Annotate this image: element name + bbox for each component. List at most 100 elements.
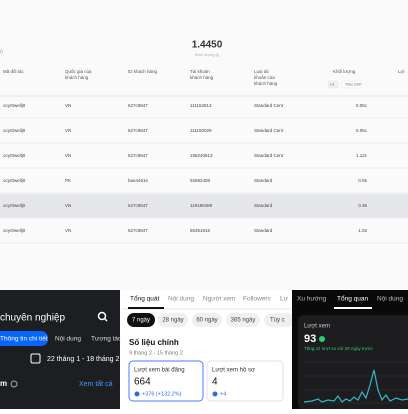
column-header: Khối lượng xyxy=(333,69,356,74)
tab-active[interactable] xyxy=(0,331,48,346)
cell: 0.05 xyxy=(358,178,367,183)
column-header: Mã đối tác xyxy=(3,69,25,74)
info-icon xyxy=(10,380,18,388)
cell: 0.05c xyxy=(356,128,368,133)
tab[interactable]: Nội dung xyxy=(55,336,81,343)
chip-bg[interactable] xyxy=(158,313,188,327)
cell: ocyr0wellj0 xyxy=(3,203,26,208)
search-icon-handle xyxy=(103,317,108,322)
cell: Standard xyxy=(254,228,273,233)
card-note: Tăng 41 lượt so với 28 ngày trước xyxy=(304,346,374,351)
cell: 158240813 xyxy=(190,153,213,158)
cell: 111152813 xyxy=(190,103,212,108)
sparkline xyxy=(303,369,408,403)
cell: Standard Cent xyxy=(254,103,284,108)
chip[interactable]: Tùy c xyxy=(270,318,285,324)
cell: VN xyxy=(65,128,71,133)
cell: VN xyxy=(65,153,71,158)
unit-chip xyxy=(341,80,363,89)
tab[interactable]: Tổng quan xyxy=(337,295,368,303)
panel-title: chuyên nghiệp xyxy=(0,313,65,324)
column-header: Lợi xyxy=(398,69,404,74)
chip-bg[interactable] xyxy=(264,313,294,327)
cell: VN xyxy=(65,103,71,108)
cell: 0.05c xyxy=(356,103,368,108)
cell: ocyr0wellj0 xyxy=(3,153,26,158)
card-change: +4 xyxy=(220,391,226,397)
cell: PK xyxy=(65,178,71,183)
tab[interactable]: Thông tin chi tiết xyxy=(0,334,48,343)
tab-underline xyxy=(128,307,164,309)
cell: 627c9847 xyxy=(128,103,148,108)
chip-active[interactable] xyxy=(127,313,155,327)
card-value: 93 xyxy=(304,333,316,345)
date-range[interactable]: 22 tháng 1 - 18 tháng 2 xyxy=(47,356,119,363)
cell: ocyr0wellj0 xyxy=(3,103,26,108)
column-header: Quốc gia của khách hàng xyxy=(65,68,92,80)
cell: ocyr0wellj0 xyxy=(3,178,26,183)
cell: 86351816 xyxy=(190,228,211,233)
cell: 627c9847 xyxy=(128,128,148,133)
cell: 627c9847 xyxy=(128,228,148,233)
cell: 1.12c xyxy=(356,153,368,158)
cell: Standard Cent xyxy=(254,153,284,158)
heading: Số liệu chính xyxy=(129,338,179,347)
card-value: 4 xyxy=(212,377,218,388)
card-label: Lượt xem bài đăng xyxy=(134,368,185,374)
tab-underline xyxy=(334,307,372,309)
row-highlight xyxy=(0,194,408,218)
column-header: ID khách hàng xyxy=(128,69,158,74)
tab[interactable]: Người xem xyxy=(203,296,235,303)
tab[interactable]: Lư xyxy=(280,296,289,303)
chip[interactable]: 365 ngày xyxy=(231,318,256,324)
card[interactable] xyxy=(206,360,284,402)
cell: bae4461e xyxy=(128,178,149,183)
cell: Standard xyxy=(254,203,273,208)
calendar-icon xyxy=(30,353,41,364)
chip[interactable]: 7 ngày xyxy=(132,318,150,324)
cell: 0.36 xyxy=(358,203,367,208)
card-label: Lượt xem xyxy=(304,324,330,330)
unit: Triệu USD xyxy=(345,82,362,86)
tab[interactable]: Nội dung xyxy=(168,296,194,303)
chip[interactable]: 60 ngày xyxy=(196,318,217,324)
summary-left: 0 xyxy=(0,49,3,55)
cell: Standard Cent xyxy=(254,128,284,133)
section-title: m xyxy=(0,379,7,388)
search-icon[interactable] xyxy=(97,311,107,321)
summary-value: 1.4450 xyxy=(192,40,223,51)
column-header: Tài khoản khách hàng xyxy=(190,69,214,80)
tab[interactable]: Xu hướng xyxy=(297,296,327,303)
chip-bg[interactable] xyxy=(226,313,260,327)
tab[interactable]: Tổng quát xyxy=(130,295,159,303)
cell: ocyr0wellj0 xyxy=(3,128,26,133)
tab[interactable]: Nội dung xyxy=(377,296,403,303)
unit-chip xyxy=(327,80,339,89)
cell: 627c9847 xyxy=(128,153,148,158)
cell: VN xyxy=(65,228,71,233)
tab[interactable]: Tương tác xyxy=(91,336,122,343)
cell: 119190488 xyxy=(190,203,213,208)
card-label: Lượt xem hồ sơ xyxy=(212,368,255,374)
date-range: 9 tháng 2 - 15 tháng 2 xyxy=(129,350,183,356)
chart-grid xyxy=(304,361,408,404)
column-header: Loại tài khoản của khách hàng xyxy=(254,69,278,86)
cell: Standard xyxy=(254,178,273,183)
chip[interactable]: 28 ngày xyxy=(162,318,183,324)
cell: 627c9847 xyxy=(128,203,148,208)
card-value: 664 xyxy=(134,377,151,388)
card-change: +376 (+132.2%) xyxy=(142,391,182,397)
cell: 92682408 xyxy=(190,178,211,183)
panel-1 xyxy=(0,290,120,409)
summary-label: Khối lượng (l) xyxy=(195,52,220,57)
tab[interactable]: Followers xyxy=(243,296,272,303)
card[interactable] xyxy=(128,360,204,402)
see-all-link[interactable]: Xem tất cả xyxy=(79,379,113,388)
cell: 1.02 xyxy=(358,228,367,233)
chip-bg[interactable] xyxy=(192,313,222,327)
up-icon xyxy=(319,336,325,342)
cell: ocyr0wellj0 xyxy=(3,228,26,233)
change-icon xyxy=(134,391,140,397)
change-icon xyxy=(212,391,218,397)
